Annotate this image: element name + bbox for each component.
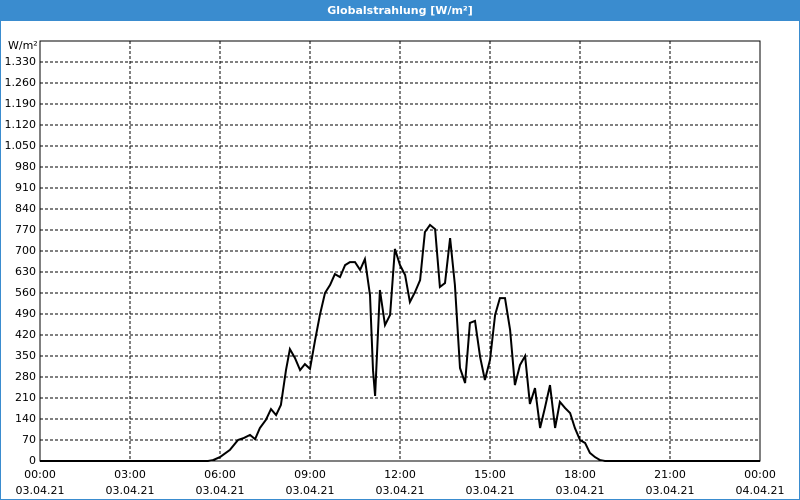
y-tick-label: 280 bbox=[15, 370, 36, 383]
x-tick-label: 18:00 bbox=[564, 468, 596, 481]
x-tick-label: 12:00 bbox=[384, 468, 416, 481]
y-tick-label: 560 bbox=[15, 286, 36, 299]
data-line bbox=[40, 223, 760, 462]
y-tick-label: 770 bbox=[15, 223, 36, 236]
x-tick-label: 03.04.21 bbox=[286, 484, 335, 497]
y-tick-label: 840 bbox=[15, 202, 36, 215]
y-tick-label: 210 bbox=[15, 391, 36, 404]
x-tick-label: 04.04.21 bbox=[736, 484, 785, 497]
y-tick-label: 700 bbox=[15, 244, 36, 257]
y-tick-label: 70 bbox=[22, 433, 36, 446]
x-tick-label: 03.04.21 bbox=[16, 484, 65, 497]
y-tick-label: 1.330 bbox=[5, 55, 37, 68]
x-tick-label: 03.04.21 bbox=[646, 484, 695, 497]
y-tick-label: 1.050 bbox=[5, 139, 37, 152]
plot-border bbox=[39, 40, 761, 462]
x-tick-label: 03:00 bbox=[114, 468, 146, 481]
x-tick-label: 03.04.21 bbox=[556, 484, 605, 497]
x-tick-label: 00:00 bbox=[744, 468, 776, 481]
x-tick-label: 03.04.21 bbox=[376, 484, 425, 497]
y-tick-label: 350 bbox=[15, 349, 36, 362]
x-tick-label: 06:00 bbox=[204, 468, 236, 481]
y-tick-label: 1.120 bbox=[5, 118, 37, 131]
y-tick-label: 490 bbox=[15, 307, 36, 320]
y-axis-label: W/m² bbox=[8, 39, 38, 52]
y-tick-label: 420 bbox=[15, 328, 36, 341]
x-tick-label: 21:00 bbox=[654, 468, 686, 481]
title-bar bbox=[0, 0, 800, 21]
y-tick-label: 980 bbox=[15, 160, 36, 173]
x-tick-label: 15:00 bbox=[474, 468, 506, 481]
y-tick-label: 910 bbox=[15, 181, 36, 194]
x-tick-label: 03.04.21 bbox=[106, 484, 155, 497]
x-tick-label: 09:00 bbox=[294, 468, 326, 481]
x-tick-label: 03.04.21 bbox=[196, 484, 245, 497]
chart-title: Globalstrahlung [W/m²] bbox=[327, 4, 473, 17]
x-tick-label: 00:00 bbox=[24, 468, 56, 481]
y-tick-label: 1.260 bbox=[5, 76, 37, 89]
y-tick-label: 0 bbox=[29, 454, 36, 467]
y-tick-label: 140 bbox=[15, 412, 36, 425]
y-tick-label: 630 bbox=[15, 265, 36, 278]
x-tick-label: 03.04.21 bbox=[466, 484, 515, 497]
y-tick-label: 1.190 bbox=[5, 97, 37, 110]
